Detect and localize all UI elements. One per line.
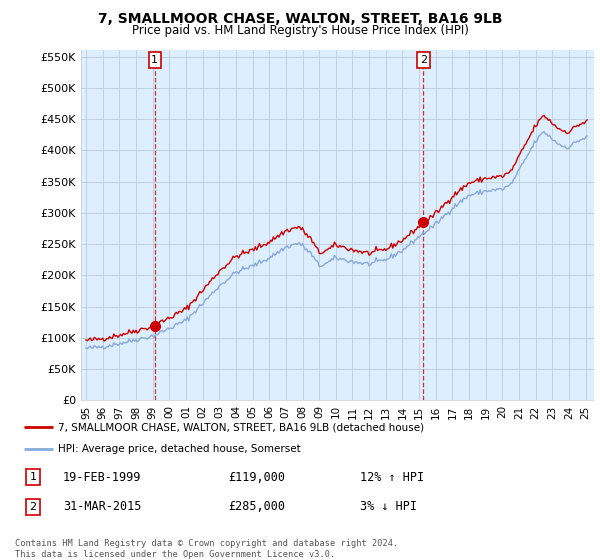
Text: 19-FEB-1999: 19-FEB-1999 xyxy=(63,470,142,484)
Text: 31-MAR-2015: 31-MAR-2015 xyxy=(63,500,142,514)
Text: Contains HM Land Registry data © Crown copyright and database right 2024.
This d: Contains HM Land Registry data © Crown c… xyxy=(15,539,398,559)
Text: 7, SMALLMOOR CHASE, WALTON, STREET, BA16 9LB (detached house): 7, SMALLMOOR CHASE, WALTON, STREET, BA16… xyxy=(58,422,425,432)
Text: 1: 1 xyxy=(151,55,158,65)
Text: Price paid vs. HM Land Registry's House Price Index (HPI): Price paid vs. HM Land Registry's House … xyxy=(131,24,469,36)
Text: 7, SMALLMOOR CHASE, WALTON, STREET, BA16 9LB: 7, SMALLMOOR CHASE, WALTON, STREET, BA16… xyxy=(98,12,502,26)
Text: 2: 2 xyxy=(420,55,427,65)
Text: £119,000: £119,000 xyxy=(228,470,285,484)
Text: 2: 2 xyxy=(29,502,37,512)
Text: 3% ↓ HPI: 3% ↓ HPI xyxy=(360,500,417,514)
Text: 1: 1 xyxy=(29,472,37,482)
Text: HPI: Average price, detached house, Somerset: HPI: Average price, detached house, Some… xyxy=(58,444,301,454)
Text: 12% ↑ HPI: 12% ↑ HPI xyxy=(360,470,424,484)
Text: £285,000: £285,000 xyxy=(228,500,285,514)
